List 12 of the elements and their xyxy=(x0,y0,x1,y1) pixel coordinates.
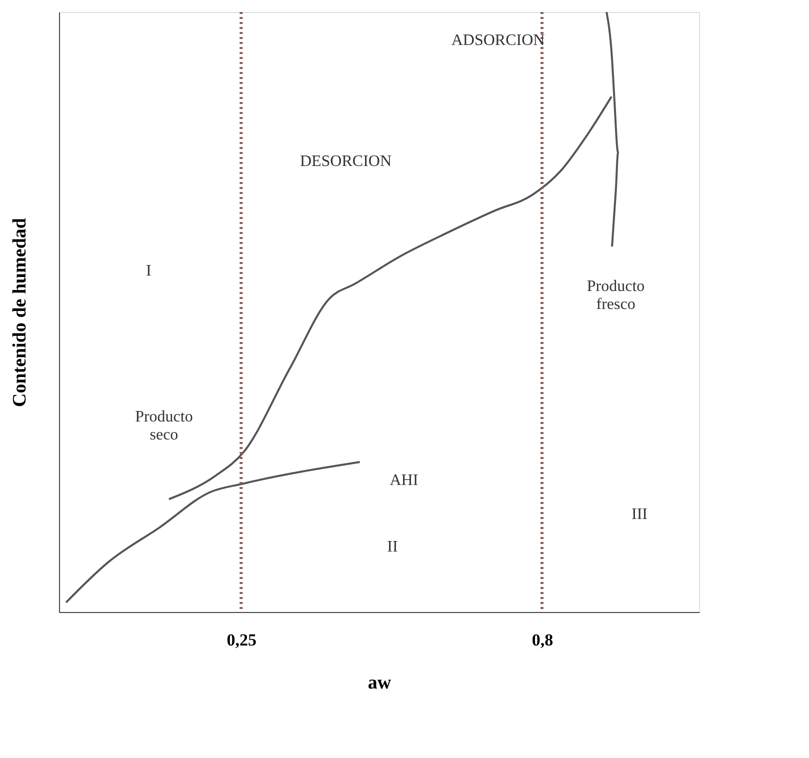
x-tick-label: 0,8 xyxy=(532,630,554,650)
x-tick-label: 0,25 xyxy=(226,630,257,650)
annotation: III xyxy=(631,506,648,524)
annotation: Producto seco xyxy=(135,408,193,444)
annotation: II xyxy=(387,538,398,556)
annotation: ADSORCION xyxy=(451,32,546,50)
annotation: AHI xyxy=(390,472,418,489)
x-axis-title: aw xyxy=(368,672,392,694)
annotation: Producto fresco xyxy=(586,278,645,314)
annotation: DESORCION xyxy=(300,152,392,170)
annotation: I xyxy=(146,262,152,280)
y-axis-title: Contenido de humedad xyxy=(10,218,30,407)
